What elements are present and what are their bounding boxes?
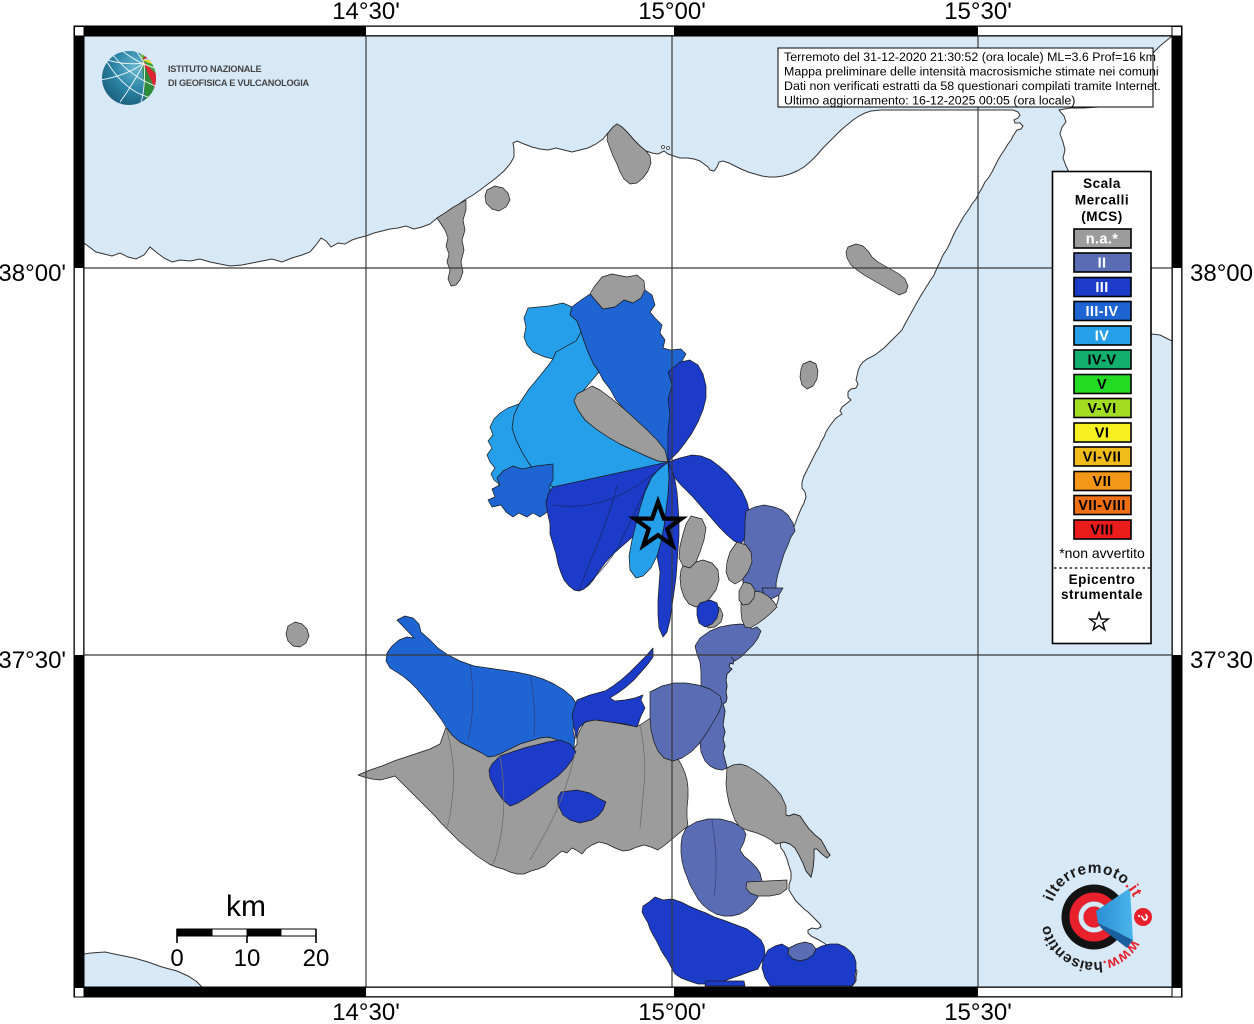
svg-text:0: 0 bbox=[170, 945, 183, 972]
svg-text:III: III bbox=[1095, 280, 1108, 296]
svg-text:15°30': 15°30' bbox=[944, 999, 1012, 1024]
svg-text:VII: VII bbox=[1093, 474, 1112, 490]
svg-text:10: 10 bbox=[234, 945, 261, 972]
svg-text:38°00': 38°00' bbox=[1190, 260, 1254, 287]
svg-text:VI: VI bbox=[1095, 426, 1110, 442]
svg-text:II: II bbox=[1098, 256, 1107, 272]
svg-text:VII-VIII: VII-VIII bbox=[1078, 498, 1126, 514]
svg-text:15°00': 15°00' bbox=[638, 0, 706, 25]
svg-text:IV: IV bbox=[1095, 329, 1110, 345]
svg-text:15°00': 15°00' bbox=[638, 999, 706, 1024]
svg-text:Mappa preliminare delle intens: Mappa preliminare delle intensità macros… bbox=[784, 65, 1159, 79]
svg-text:Epicentro: Epicentro bbox=[1069, 572, 1136, 587]
svg-text:37°30': 37°30' bbox=[1190, 647, 1254, 674]
svg-text:?: ? bbox=[1134, 911, 1151, 922]
svg-text:(MCS): (MCS) bbox=[1081, 209, 1123, 224]
svg-text:37°30': 37°30' bbox=[0, 647, 66, 674]
svg-text:n.a.*: n.a.* bbox=[1086, 232, 1119, 248]
svg-text:Dati non verificati estratti d: Dati non verificati estratti da 58 quest… bbox=[784, 79, 1161, 93]
svg-text:38°00': 38°00' bbox=[0, 260, 66, 287]
svg-text:IV-V: IV-V bbox=[1088, 353, 1117, 369]
svg-text:DI GEOFISICA E VULCANOLOGIA: DI GEOFISICA E VULCANOLOGIA bbox=[168, 78, 310, 88]
svg-text:VI-VII: VI-VII bbox=[1083, 450, 1122, 466]
svg-text:14°30': 14°30' bbox=[332, 999, 400, 1024]
svg-text:VIII: VIII bbox=[1090, 523, 1113, 539]
svg-text:III-IV: III-IV bbox=[1085, 304, 1118, 320]
svg-text:Terremoto del 31-12-2020 21:30: Terremoto del 31-12-2020 21:30:52 (ora l… bbox=[784, 50, 1156, 64]
svg-text:14°30': 14°30' bbox=[332, 0, 400, 25]
svg-text:Mercalli: Mercalli bbox=[1075, 193, 1129, 208]
svg-text:V: V bbox=[1097, 377, 1107, 393]
svg-text:km: km bbox=[226, 890, 266, 923]
svg-text:strumentale: strumentale bbox=[1061, 587, 1143, 602]
svg-text:V-VI: V-VI bbox=[1088, 401, 1117, 417]
svg-text:15°30': 15°30' bbox=[944, 0, 1012, 25]
svg-text:Scala: Scala bbox=[1083, 176, 1121, 191]
svg-text:Ultimo aggiornamento: 16-12-20: Ultimo aggiornamento: 16-12-2025 00:05 (… bbox=[784, 94, 1075, 108]
svg-text:ISTITUTO NAZIONALE: ISTITUTO NAZIONALE bbox=[168, 64, 261, 74]
svg-text:*non avvertito: *non avvertito bbox=[1059, 545, 1145, 561]
svg-text:20: 20 bbox=[303, 945, 330, 972]
